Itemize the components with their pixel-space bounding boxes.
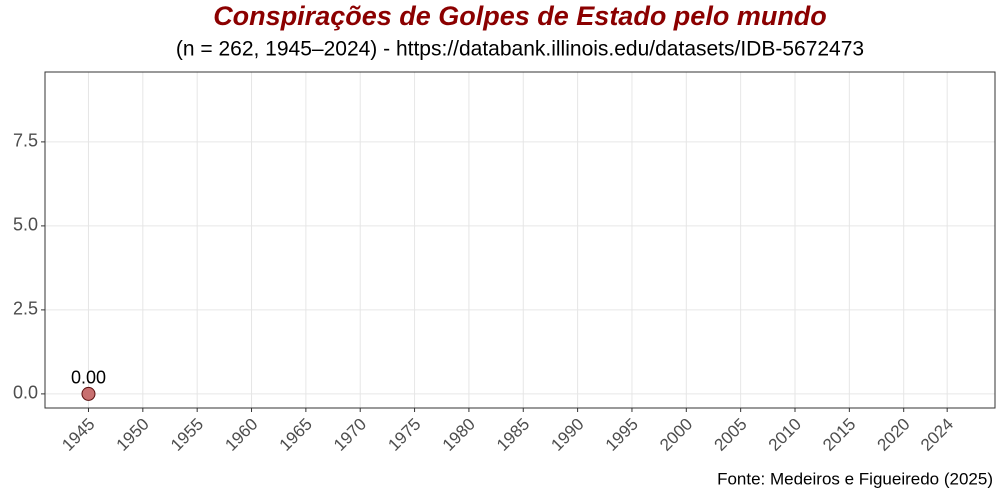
- y-tick-label: 7.5: [13, 131, 38, 151]
- value-label: 0.00: [71, 368, 106, 388]
- x-tick-label: 1965: [276, 415, 316, 455]
- chart-subtitle: (n = 262, 1945–2024) - https://databank.…: [176, 38, 864, 61]
- y-tick-label: 5.0: [13, 215, 38, 235]
- panel-border: [44, 71, 996, 409]
- x-tick-label: 2020: [874, 415, 914, 455]
- x-tick-label: 2000: [656, 415, 696, 455]
- x-tick-label: 1945: [58, 415, 98, 455]
- x-tick-label: 1995: [602, 415, 642, 455]
- x-tick-label: 1985: [493, 415, 533, 455]
- chart-title: Conspirações de Golpes de Estado pelo mu…: [213, 1, 827, 31]
- x-tick-label: 1980: [439, 415, 479, 455]
- x-tick-label: 1975: [384, 415, 424, 455]
- x-tick-label: 2010: [765, 415, 805, 455]
- y-tick-label: 0.0: [13, 383, 38, 403]
- x-tick-label: 1970: [330, 415, 370, 455]
- x-tick-label: 1950: [113, 415, 153, 455]
- x-tick-label: 2015: [819, 415, 859, 455]
- x-tick-label: 1990: [547, 415, 587, 455]
- caption: Fonte: Medeiros e Figueiredo (2025): [717, 469, 993, 488]
- y-tick-label: 2.5: [13, 299, 38, 319]
- x-tick-label: 2024: [917, 415, 957, 455]
- x-tick-label: 1955: [167, 415, 207, 455]
- x-tick-label: 2005: [710, 415, 750, 455]
- point: [81, 386, 96, 401]
- x-tick-label: 1960: [221, 415, 261, 455]
